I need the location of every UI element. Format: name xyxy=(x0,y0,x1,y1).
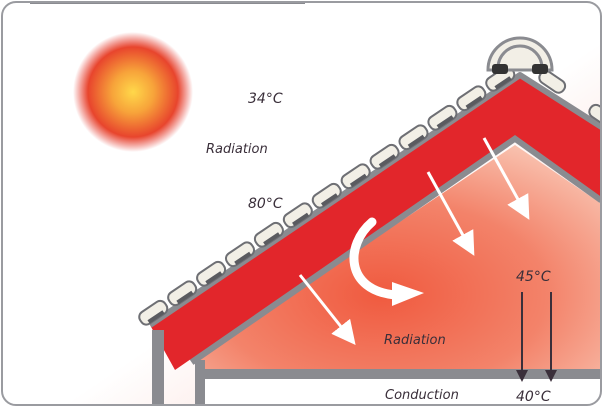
label-conduction: Conduction xyxy=(385,388,459,403)
radiation-arrows xyxy=(298,137,530,346)
radiation-arrow xyxy=(298,274,356,346)
roof-tile xyxy=(398,124,429,151)
roof-tile xyxy=(253,221,284,248)
roof-tile xyxy=(196,260,227,287)
roof-tile xyxy=(588,103,601,128)
roof-tile xyxy=(224,241,256,268)
roof-tile xyxy=(282,202,313,229)
attic-interior xyxy=(200,145,601,375)
sun-icon xyxy=(73,32,193,152)
roof-tile xyxy=(138,299,169,326)
label-temp-ceiling: 40°C xyxy=(516,389,551,405)
roof-tile xyxy=(167,280,198,307)
wall-post xyxy=(152,330,164,405)
label-radiation-sun: Radiation xyxy=(206,142,268,157)
ceiling-beam xyxy=(195,369,601,379)
circular-arrow-head xyxy=(392,282,424,306)
roof-tile xyxy=(369,143,400,170)
radiation-arrow xyxy=(482,137,530,220)
roof-deck-edge xyxy=(148,72,601,328)
roof-tile xyxy=(427,104,458,131)
roof-tile xyxy=(340,163,371,190)
label-temp-roof: 80°C xyxy=(248,196,283,212)
roof-tiles xyxy=(138,65,601,326)
label-temp-attic: 45°C xyxy=(516,269,551,285)
wall-post-inner xyxy=(195,360,205,405)
label-temp-sky: 34°C xyxy=(248,91,283,107)
roof-tile xyxy=(311,182,342,209)
circular-arrow-icon xyxy=(349,217,400,300)
conduction-arrows xyxy=(516,292,557,382)
ridge-vent-icon xyxy=(486,36,554,74)
roof-tile xyxy=(456,85,487,112)
radiation-arrow xyxy=(426,171,475,256)
label-radiation-attic: Radiation xyxy=(384,333,446,348)
ceiling-space xyxy=(205,379,601,405)
